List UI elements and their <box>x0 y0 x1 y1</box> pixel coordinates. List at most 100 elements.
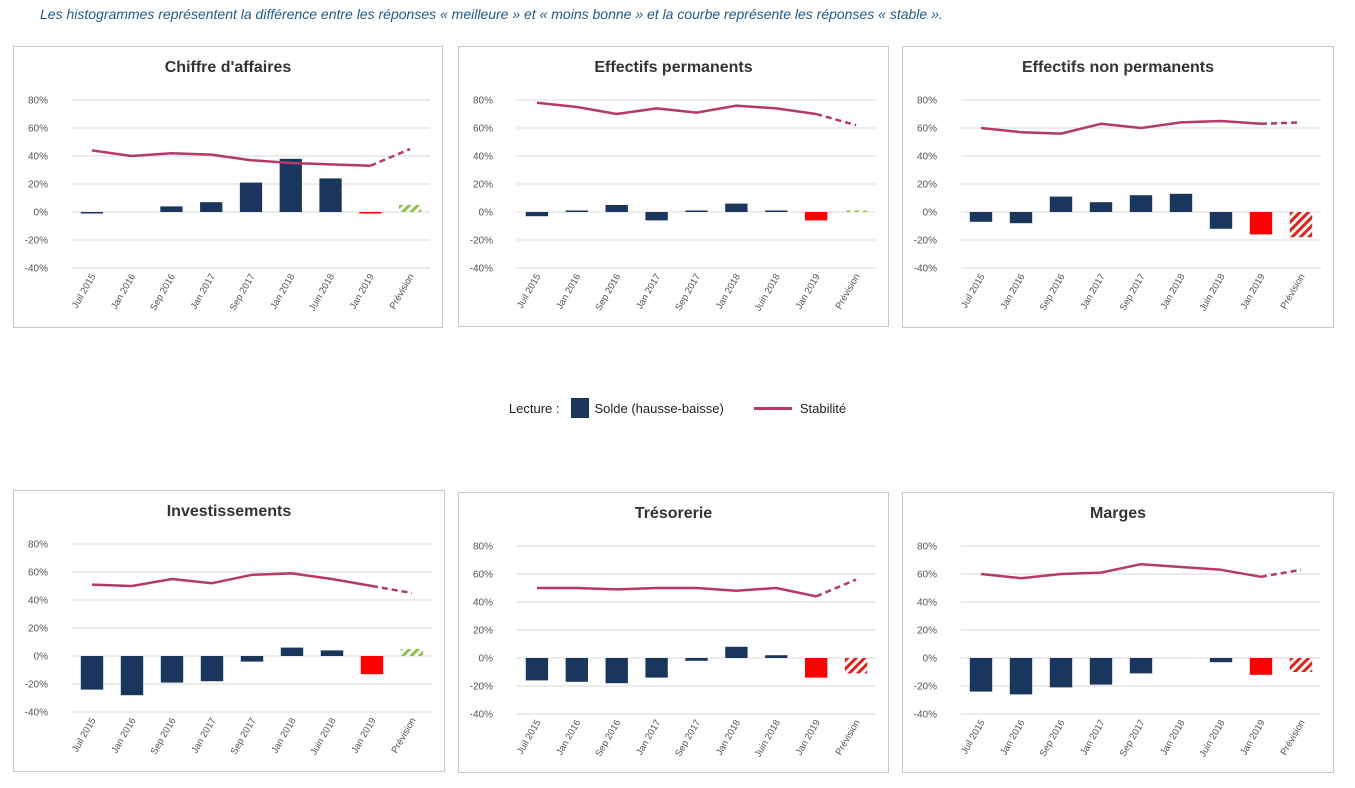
y-tick-label: 80% <box>28 540 48 551</box>
y-tick-label: 20% <box>473 180 493 191</box>
x-tick-label: Jan 2016 <box>554 718 583 757</box>
x-tick-label: Prévision <box>834 272 863 311</box>
x-tick-label: Jan 2018 <box>268 272 297 311</box>
y-tick-label: 60% <box>917 124 937 135</box>
bar <box>565 658 589 682</box>
x-tick-label: Jan 2019 <box>794 718 823 757</box>
x-tick-label: Prévision <box>390 716 419 755</box>
stability-line <box>536 101 817 116</box>
x-tick-label: Jan 2016 <box>110 716 139 755</box>
x-tick-label: Jan 2017 <box>190 716 219 755</box>
legend-bar-label: Solde (hausse-baisse) <box>594 400 724 416</box>
x-tick-label: Prévision <box>388 272 417 311</box>
y-tick-label: 60% <box>917 570 937 581</box>
x-tick-label: Jan 2019 <box>1239 272 1268 311</box>
y-tick-label: 80% <box>28 96 48 107</box>
x-tick-label: Sep 2017 <box>1118 272 1148 313</box>
stability-line <box>536 586 817 598</box>
chart-title: Chiffre d'affaires <box>164 59 292 76</box>
y-tick-label: -40% <box>25 264 48 275</box>
y-tick-label: 20% <box>28 180 48 191</box>
x-tick-label: Sep 2016 <box>593 718 623 759</box>
legend-reading-label: Lecture : <box>508 400 560 416</box>
y-tick-label: 20% <box>917 180 937 191</box>
bar <box>360 656 384 675</box>
bar <box>605 205 628 212</box>
bar <box>239 182 263 212</box>
stability-line <box>980 562 1262 580</box>
y-tick-label: 0% <box>923 654 938 665</box>
bar <box>1289 212 1313 238</box>
x-tick-label: Jan 2019 <box>794 272 823 311</box>
x-tick-label: Jan 2018 <box>1159 718 1188 757</box>
x-tick-label: Jan 2019 <box>1239 718 1268 757</box>
bar <box>645 212 668 221</box>
x-tick-label: Jan 2018 <box>714 718 743 757</box>
bar <box>398 205 422 212</box>
chart-marges: 80% 60% 40% 20% 0% -20% -40% Juil 2015 Jan 2016 S… <box>914 542 1321 759</box>
x-tick-label: Jan 2016 <box>109 272 138 311</box>
legend: Lecture : Solde (hausse-baisse) Stabilit… <box>0 398 1355 418</box>
bar <box>1209 658 1233 663</box>
chart-panel-investissements: Investissements 80% 60% 40% 20% 0% -20% -40% Ju… <box>13 490 445 772</box>
x-tick-label: Juil 2015 <box>70 716 99 754</box>
bar <box>1089 658 1113 685</box>
bar <box>725 646 748 658</box>
bar <box>160 656 184 683</box>
x-tick-label: Sep 2017 <box>1118 718 1148 759</box>
y-tick-label: -40% <box>914 264 937 275</box>
x-tick-label: Juil 2015 <box>515 718 544 756</box>
bar <box>525 658 549 681</box>
y-tick-label: -40% <box>470 710 493 721</box>
y-tick-label: 0% <box>479 654 494 665</box>
bar <box>200 202 223 212</box>
x-tick-label: Jan 2016 <box>999 718 1028 757</box>
x-tick-label: Prévision <box>834 718 863 757</box>
y-tick-label: 20% <box>917 626 937 637</box>
bar <box>685 658 708 661</box>
y-tick-label: 80% <box>917 96 937 107</box>
bar <box>1209 212 1233 229</box>
chart-panel-effectifs-permanents: Effectifs permanents 80% 60% 40% 20% 0% -20% -… <box>458 46 889 327</box>
x-tick-label: Jan 2018 <box>1159 272 1188 311</box>
bar <box>120 656 144 696</box>
bar <box>605 658 628 684</box>
bar <box>80 656 104 690</box>
x-tick-label: Juin 2018 <box>1197 718 1227 759</box>
bar <box>969 658 993 692</box>
bar <box>804 212 828 221</box>
legend-bar-swatch <box>571 398 590 418</box>
y-tick-label: 40% <box>28 152 48 163</box>
y-tick-label: -40% <box>25 708 48 719</box>
stability-forecast-line <box>371 584 413 595</box>
y-tick-label: -20% <box>914 236 937 247</box>
y-tick-label: 40% <box>28 596 48 607</box>
x-tick-label: Sep 2017 <box>228 272 258 313</box>
chart-effectifs-permanents: 80% 60% 40% 20% 0% -20% -40% Juil 2015 Jan 2016 S… <box>470 96 876 313</box>
y-tick-label: 20% <box>28 624 48 635</box>
bar <box>969 212 993 222</box>
bar <box>1169 193 1193 212</box>
x-tick-label: Juin 2018 <box>307 272 337 313</box>
chart-panel-tresorerie: Trésorerie 80% 60% 40% 20% 0% -20% -40% Juil 20… <box>458 492 889 773</box>
stability-forecast-line <box>369 147 411 167</box>
y-tick-label: 60% <box>473 124 493 135</box>
stability-line <box>980 119 1262 135</box>
x-tick-label: Juin 2018 <box>308 716 338 757</box>
bar <box>400 649 424 656</box>
chart-chiffre-affaires: 80% 60% 40% 20% 0% -20% -40% Juil 2015 Jan 2016 S… <box>25 96 430 313</box>
stability-line <box>91 149 371 168</box>
x-tick-label: Sep 2017 <box>229 716 259 757</box>
bar <box>725 203 748 212</box>
y-tick-label: 40% <box>917 152 937 163</box>
y-tick-label: 0% <box>923 208 938 219</box>
bar <box>160 206 183 212</box>
x-tick-label: Sep 2016 <box>149 716 179 757</box>
y-tick-label: -20% <box>25 236 48 247</box>
y-tick-label: 80% <box>473 542 493 553</box>
y-tick-label: 80% <box>917 542 937 553</box>
y-tick-label: 60% <box>473 570 493 581</box>
bar <box>765 655 788 658</box>
x-tick-label: Prévision <box>1279 718 1308 757</box>
x-tick-label: Jan 2016 <box>999 272 1028 311</box>
